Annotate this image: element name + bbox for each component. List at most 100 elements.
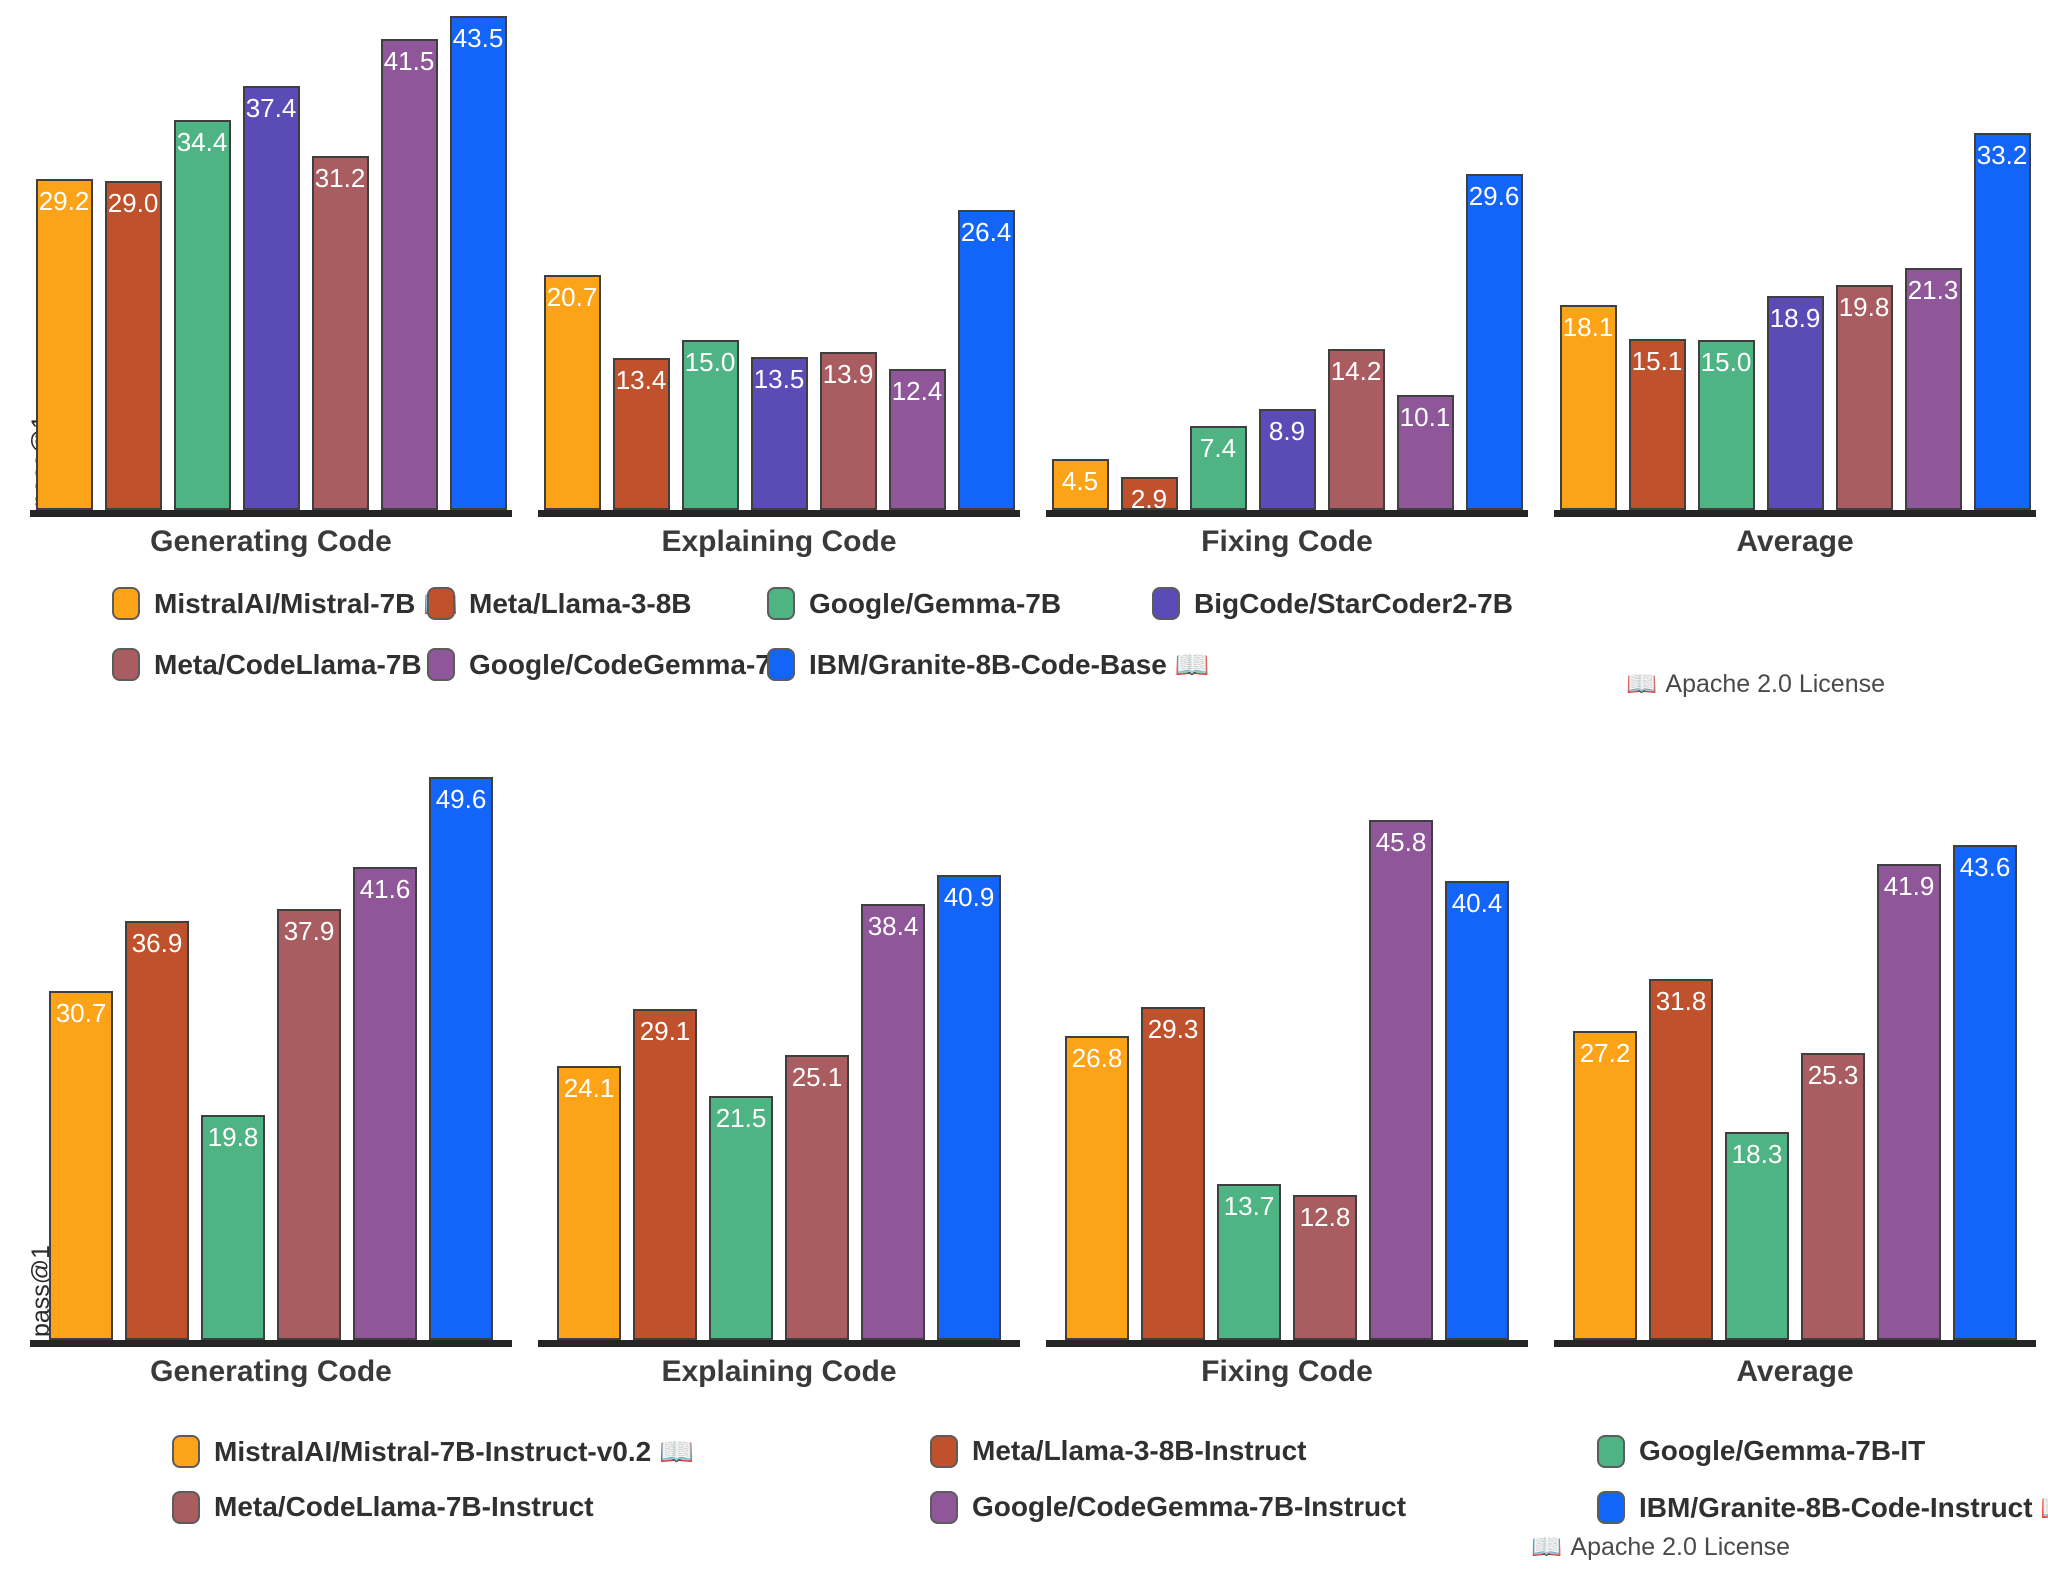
legend-swatch bbox=[112, 648, 140, 681]
bar-mistralai-mistral-7b-instruct-v0-2: 24.1 bbox=[557, 1066, 621, 1340]
legend-label: Meta/Llama-3-8B bbox=[469, 587, 692, 619]
chart-title: Fixing Code bbox=[1201, 1355, 1373, 1388]
chart-title: Explaining Code bbox=[661, 525, 897, 558]
legend-label: Meta/CodeLlama-7B bbox=[154, 648, 422, 680]
chart-base-explaining-code: 20.7 13.4 15.0 13.5 13.9 12.4 26.4 Explaining … bbox=[538, 0, 1020, 559]
bar-value-label: 33.2 bbox=[1976, 140, 2028, 170]
bar-google-codegemma-7b-instruct: 41.9 bbox=[1877, 864, 1941, 1340]
bar-value-label: 13.9 bbox=[822, 359, 874, 389]
bar-meta-codellama-7b: 13.9 bbox=[819, 352, 877, 510]
bar-value-label: 12.8 bbox=[1299, 1202, 1351, 1232]
bar-meta-codellama-7b-instruct: 25.3 bbox=[1801, 1053, 1865, 1340]
bar-value-label: 14.2 bbox=[1330, 356, 1382, 386]
bar-value-label: 41.9 bbox=[1883, 871, 1935, 901]
legend-label: Google/CodeGemma-7B-Instruct bbox=[972, 1491, 1407, 1522]
bar-google-gemma-7b: 34.4 bbox=[173, 120, 231, 510]
bar-meta-llama-3-8b-instruct: 36.9 bbox=[125, 921, 189, 1340]
bar-meta-codellama-7b: 19.8 bbox=[1835, 285, 1893, 510]
legend-swatch bbox=[767, 648, 795, 681]
bar-value-label: 18.1 bbox=[1562, 312, 1614, 342]
legend-swatch bbox=[172, 1490, 200, 1524]
plot-area: 4.5 2.9 7.4 8.9 14.2 10.1 29.6 bbox=[1046, 0, 1528, 517]
legend-label: BigCode/StarCoder2-7B bbox=[1194, 587, 1513, 619]
book-icon: 📖 bbox=[1531, 1533, 1563, 1561]
bar-value-label: 15.0 bbox=[1700, 347, 1752, 377]
license-text: Apache 2.0 License bbox=[1570, 1533, 1790, 1561]
chart-title: Average bbox=[1736, 1355, 1854, 1388]
legend-swatch bbox=[427, 587, 455, 620]
bar-value-label: 10.1 bbox=[1399, 402, 1451, 432]
plot-area: 29.2 29.0 34.4 37.4 31.2 41.5 43.5 bbox=[30, 0, 512, 517]
legend-item-ibm-granite-8b-code-instruct: IBM/Granite-8B-Code-Instruct 📖 bbox=[1597, 1490, 2048, 1524]
base-models-charts-row: pass@1 29.229.034.437.431.241.543.5 Gene… bbox=[0, 0, 2048, 559]
bar-mistralai-mistral-7b-instruct-v0-2: 30.7 bbox=[49, 991, 113, 1340]
bar-value-label: 41.6 bbox=[359, 874, 411, 904]
plot-area: 24.1 29.1 21.5 25.1 38.4 40.9 bbox=[538, 767, 1020, 1347]
legend-item-ibm-granite-8b-code-base: IBM/Granite-8B-Code-Base 📖 bbox=[767, 648, 1209, 681]
license-text: Apache 2.0 License bbox=[1665, 670, 1885, 698]
bar-google-gemma-7b: 15.0 bbox=[681, 340, 739, 510]
legend-item-meta-llama-3-8b-instruct: Meta/Llama-3-8B-Instruct bbox=[930, 1434, 1597, 1468]
bar-meta-codellama-7b: 31.2 bbox=[311, 156, 369, 510]
legend-item-bigcode-starcoder2-7b: BigCode/StarCoder2-7B bbox=[1152, 587, 2048, 620]
bar-value-label: 13.4 bbox=[615, 365, 667, 395]
bar-value-label: 15.1 bbox=[1631, 346, 1683, 376]
legend-label: IBM/Granite-8B-Code-Base 📖 bbox=[809, 649, 1210, 680]
bar-value-label: 43.5 bbox=[452, 23, 504, 53]
instruct-models-legend: MistralAI/Mistral-7B-Instruct-v0.2 📖 Meta… bbox=[0, 1429, 2048, 1529]
bar-ibm-granite-8b-code-instruct: 40.4 bbox=[1445, 881, 1509, 1340]
bar-value-label: 29.3 bbox=[1147, 1014, 1199, 1044]
bar-meta-codellama-7b-instruct: 37.9 bbox=[277, 909, 341, 1340]
chart-base-average: 18.1 15.1 15.0 18.9 19.8 21.3 33.2 Average bbox=[1554, 0, 2036, 559]
bar-value-label: 13.7 bbox=[1223, 1191, 1275, 1221]
bar-google-codegemma-7b-instruct: 38.4 bbox=[861, 904, 925, 1340]
legend-swatch bbox=[1597, 1490, 1625, 1524]
bar-value-label: 12.4 bbox=[891, 376, 943, 406]
bar-mistralai-mistral-7b: 20.7 bbox=[543, 275, 601, 510]
bar-value-label: 26.4 bbox=[960, 217, 1012, 247]
bar-meta-codellama-7b-instruct: 25.1 bbox=[785, 1055, 849, 1340]
bar-value-label: 31.2 bbox=[314, 163, 366, 193]
bar-value-label: 21.5 bbox=[715, 1103, 767, 1133]
bar-google-gemma-7b-it: 18.3 bbox=[1725, 1132, 1789, 1340]
legend-swatch bbox=[1152, 587, 1180, 620]
bar-mistralai-mistral-7b: 4.5 bbox=[1051, 459, 1109, 510]
bar-google-codegemma-7b-instruct: 45.8 bbox=[1369, 820, 1433, 1340]
bar-value-label: 49.6 bbox=[435, 784, 487, 814]
legend-label: Google/Gemma-7B bbox=[809, 587, 1062, 619]
bar-bigcode-starcoder2-7b: 37.4 bbox=[242, 86, 300, 510]
bar-bigcode-starcoder2-7b: 13.5 bbox=[750, 357, 808, 510]
bar-value-label: 21.3 bbox=[1907, 275, 1959, 305]
bar-value-label: 36.9 bbox=[131, 928, 183, 958]
chart-instruct-explaining-code: 24.1 29.1 21.5 25.1 38.4 40.9 Explaining Code bbox=[538, 767, 1020, 1389]
bar-value-label: 29.2 bbox=[38, 186, 90, 216]
bar-value-label: 40.9 bbox=[943, 882, 995, 912]
bar-value-label: 29.0 bbox=[107, 188, 159, 218]
legend-label: Google/Gemma-7B-IT bbox=[1639, 1435, 1926, 1466]
chart-instruct-fixing-code: 26.8 29.3 13.7 12.8 45.8 40.4 Fixing Code bbox=[1046, 767, 1528, 1389]
bar-value-label: 18.9 bbox=[1769, 303, 1821, 333]
bar-google-gemma-7b-it: 19.8 bbox=[201, 1115, 265, 1340]
bar-value-label: 43.6 bbox=[1959, 852, 2011, 882]
legend-item-meta-llama-3-8b: Meta/Llama-3-8B bbox=[427, 587, 767, 620]
bar-mistralai-mistral-7b: 29.2 bbox=[35, 179, 93, 510]
bar-value-label: 27.2 bbox=[1579, 1038, 1631, 1068]
legend-item-meta-codellama-7b: Meta/CodeLlama-7B bbox=[112, 648, 427, 681]
bar-ibm-granite-8b-code-instruct: 49.6 bbox=[429, 777, 493, 1340]
bar-google-codegemma-7b: 41.5 bbox=[380, 39, 438, 510]
bar-value-label: 8.9 bbox=[1268, 416, 1306, 446]
legend-swatch bbox=[172, 1434, 200, 1468]
bar-google-codegemma-7b-instruct: 41.6 bbox=[353, 867, 417, 1340]
bar-ibm-granite-8b-code-base: 26.4 bbox=[957, 210, 1015, 510]
bar-value-label: 18.3 bbox=[1731, 1139, 1783, 1169]
bar-mistralai-mistral-7b-instruct-v0-2: 26.8 bbox=[1065, 1036, 1129, 1340]
legend-swatch bbox=[112, 587, 140, 620]
bar-google-codegemma-7b: 21.3 bbox=[1904, 268, 1962, 510]
bar-value-label: 19.8 bbox=[1838, 292, 1890, 322]
bar-meta-llama-3-8b: 29.0 bbox=[104, 181, 162, 510]
chart-title: Average bbox=[1736, 525, 1854, 558]
bar-google-gemma-7b: 15.0 bbox=[1697, 340, 1755, 510]
bar-value-label: 15.0 bbox=[684, 347, 736, 377]
license-note-instruct: 📖 Apache 2.0 License bbox=[1531, 1533, 1790, 1562]
bar-meta-llama-3-8b: 2.9 bbox=[1120, 477, 1178, 510]
